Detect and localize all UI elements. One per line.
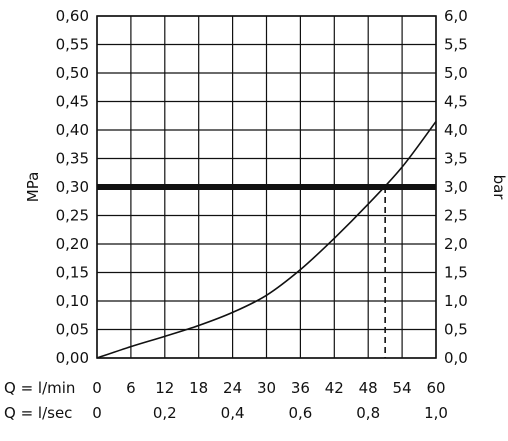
- left-tick-label: 0,40: [56, 121, 89, 139]
- left-tick-label: 0,50: [56, 64, 89, 82]
- x-tick-label-lmin: 42: [325, 379, 344, 397]
- x-tick-label-lmin: 54: [393, 379, 412, 397]
- x-tick-label-lmin: 6: [126, 379, 136, 397]
- series-line: [96, 120, 437, 359]
- right-tick-label: 0,0: [444, 349, 468, 367]
- x-tick-label-lsec: 0,2: [153, 404, 177, 422]
- left-tick-label: 0,55: [56, 36, 89, 54]
- left-tick-label: 0,05: [56, 321, 89, 339]
- left-tick-label: 0,30: [56, 178, 89, 196]
- x-tick-label-lsec: 0,8: [356, 404, 380, 422]
- left-tick-label: 0,35: [56, 150, 89, 168]
- x-tick-label-lmin: 12: [155, 379, 174, 397]
- left-tick-label: 0,45: [56, 93, 89, 111]
- x-tick-label-lmin: 0: [92, 379, 102, 397]
- right-tick-label: 2,0: [444, 235, 468, 253]
- x-tick-label-lmin: 60: [426, 379, 445, 397]
- data-marks: [96, 120, 437, 359]
- x-tick-label-lsec: 0,4: [221, 404, 245, 422]
- left-tick-label: 0,60: [56, 7, 89, 25]
- right-tick-label: 5,5: [444, 36, 468, 54]
- right-tick-label: 1,0: [444, 292, 468, 310]
- right-tick-label: 4,5: [444, 93, 468, 111]
- right-axis-title: bar: [490, 175, 508, 201]
- right-tick-label: 0,5: [444, 321, 468, 339]
- left-tick-label: 0,00: [56, 349, 89, 367]
- x-tick-label-lmin: 36: [291, 379, 310, 397]
- x-tick-label-lsec: 1,0: [424, 404, 448, 422]
- x-axis-label-lsec: Q = l/sec: [4, 404, 72, 422]
- right-tick-label: 1,5: [444, 264, 468, 282]
- right-tick-label: 6,0: [444, 7, 468, 25]
- x-tick-label-lmin: 24: [223, 379, 242, 397]
- x-axis-label-lmin: Q = l/min: [4, 379, 75, 397]
- x-tick-label-lmin: 30: [257, 379, 276, 397]
- right-tick-label: 3,5: [444, 150, 468, 168]
- right-tick-label: 3,0: [444, 178, 468, 196]
- x-tick-label-lmin: 48: [359, 379, 378, 397]
- right-tick-label: 2,5: [444, 207, 468, 225]
- x-tick-label-lmin: 18: [189, 379, 208, 397]
- left-axis-title: MPa: [24, 172, 42, 203]
- x-tick-label-lsec: 0,6: [288, 404, 312, 422]
- right-tick-label: 5,0: [444, 64, 468, 82]
- left-tick-label: 0,20: [56, 235, 89, 253]
- left-tick-label: 0,15: [56, 264, 89, 282]
- right-tick-label: 4,0: [444, 121, 468, 139]
- x-tick-label-lsec: 0: [92, 404, 102, 422]
- left-tick-label: 0,10: [56, 292, 89, 310]
- left-tick-label: 0,25: [56, 207, 89, 225]
- tick-labels: 0,000,050,100,150,200,250,300,350,400,45…: [4, 7, 468, 422]
